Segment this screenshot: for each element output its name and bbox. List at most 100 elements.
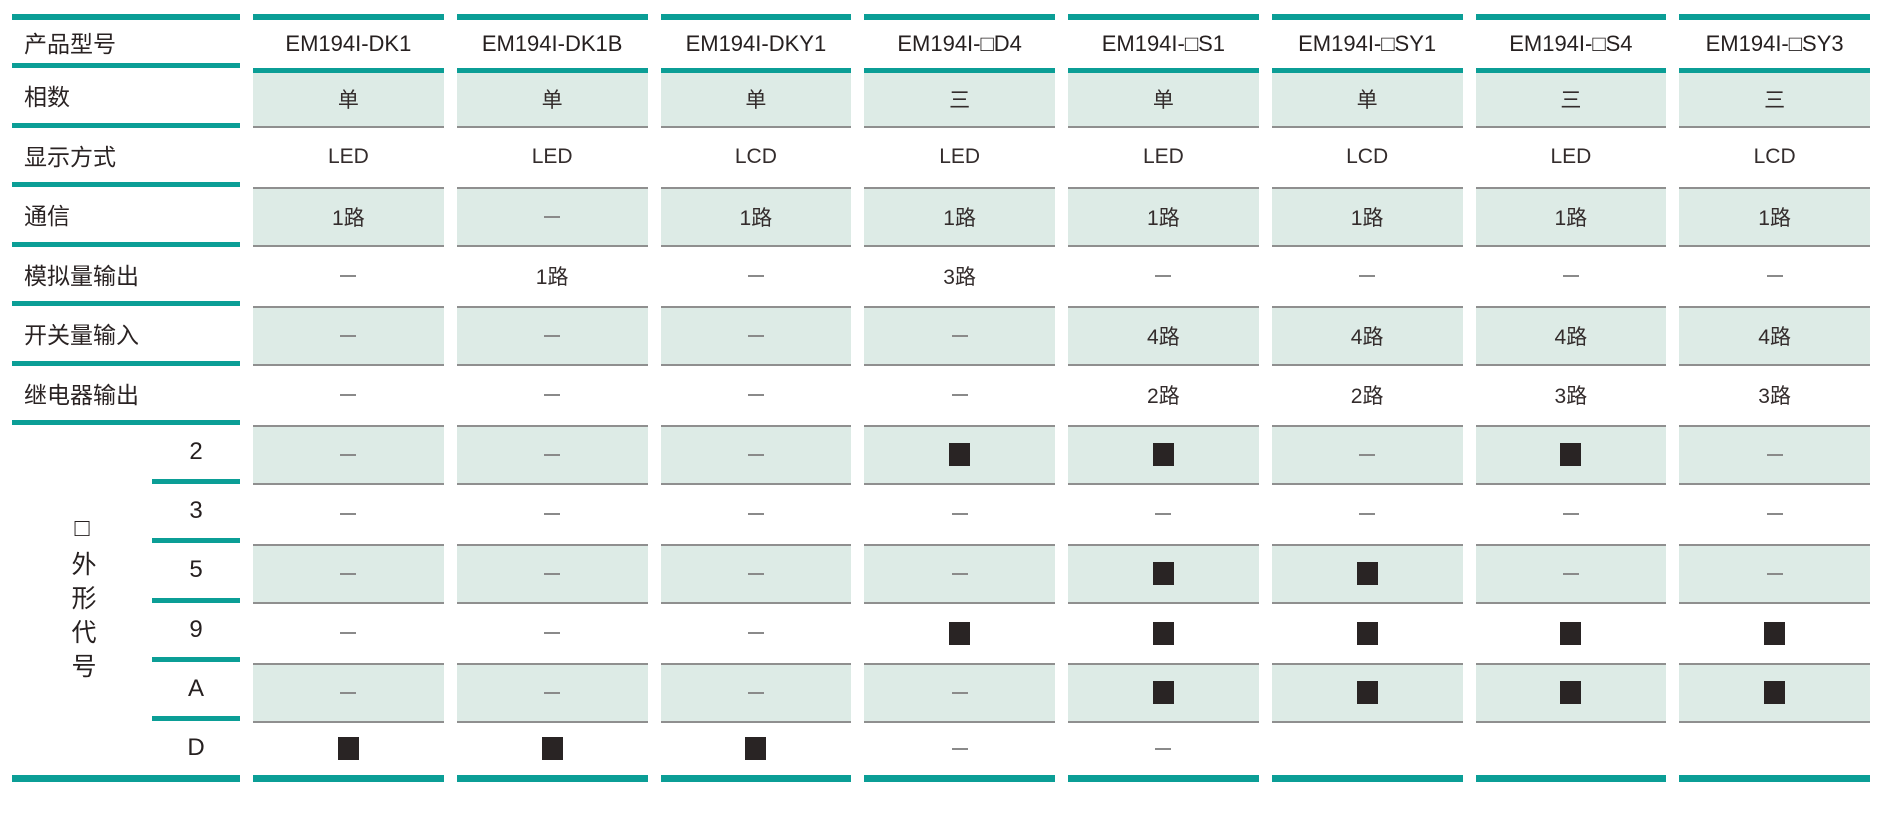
table-cell <box>253 544 444 604</box>
table-cell <box>1068 425 1259 485</box>
product-spec-table-wrapper: 产品型号 EM194I-DK1 EM194I-DK1B EM194I-DKY1 EM19… <box>12 14 1870 782</box>
table-cell <box>1271 425 1463 485</box>
dash-marker <box>1155 747 1172 750</box>
table-cell <box>1679 425 1870 485</box>
cell-value: 三 <box>949 89 971 113</box>
table-cell: 三 <box>1475 68 1667 128</box>
row-label: 显示方式 <box>12 127 240 187</box>
dash-marker <box>340 513 357 516</box>
dash-marker <box>951 572 968 575</box>
filled-square-marker <box>1152 562 1174 586</box>
column-header: EM194I-DK1 <box>253 14 444 68</box>
row-label: 相数 <box>12 68 240 128</box>
cell-value: LCD <box>1346 145 1389 169</box>
table-cell <box>1271 663 1463 723</box>
dash-marker <box>747 275 764 278</box>
table-cell <box>253 603 444 663</box>
table-cell <box>1475 246 1667 306</box>
dash-marker <box>951 334 968 337</box>
table-cell: 1路 <box>864 187 1055 247</box>
table-cell <box>1271 603 1463 663</box>
filled-square-marker <box>949 621 971 645</box>
table-cell <box>456 722 648 782</box>
cell-value: LCD <box>734 145 777 169</box>
dash-marker <box>1359 275 1376 278</box>
table-cell: LCD <box>1679 127 1870 187</box>
table-cell <box>456 425 648 485</box>
table-cell: LCD <box>660 127 852 187</box>
table-cell: 三 <box>864 68 1055 128</box>
cell-value: 单 <box>541 89 563 113</box>
row-label: 开关量输入 <box>12 306 240 366</box>
product-spec-table: 产品型号 EM194I-DK1 EM194I-DK1B EM194I-DKY1 EM19… <box>12 14 1870 782</box>
dash-marker <box>951 394 968 397</box>
cell-value: 1路 <box>1758 206 1791 230</box>
table-cell <box>660 425 852 485</box>
cell-value: 1路 <box>1147 206 1180 230</box>
table-cell <box>660 544 852 604</box>
cell-value: 1路 <box>739 206 773 230</box>
dash-marker <box>747 394 764 397</box>
table-cell <box>1271 722 1463 782</box>
table-cell <box>253 722 444 782</box>
dash-marker <box>544 513 561 516</box>
cell-value: 1路 <box>535 266 569 290</box>
column-header: EM194I-DKY1 <box>660 14 852 68</box>
cell-value: 4路 <box>1758 325 1791 349</box>
cell-value: 4路 <box>1147 325 1180 349</box>
dash-marker <box>544 691 561 694</box>
table-cell: 4路 <box>1475 306 1667 366</box>
cell-value: 单 <box>337 89 359 113</box>
table-cell <box>456 544 648 604</box>
shape-code-label-9: 9 <box>152 603 240 662</box>
table-cell <box>660 603 852 663</box>
shape-code-label-D: D <box>187 733 205 761</box>
dash-marker <box>1359 513 1376 516</box>
dash-marker <box>340 572 357 575</box>
dash-marker <box>544 453 561 456</box>
filled-square-marker <box>1560 443 1582 467</box>
table-cell: 2路 <box>1271 365 1463 425</box>
cell-value: LED <box>1550 145 1592 169</box>
table-cell <box>660 365 852 425</box>
row-label: 模拟量输出 <box>12 246 240 306</box>
dash-marker <box>747 632 764 635</box>
cell-value: 三 <box>1764 89 1786 113</box>
table-cell: 1路 <box>1271 187 1463 247</box>
table-cell <box>864 722 1055 782</box>
dash-marker <box>1766 572 1783 575</box>
column-header: EM194I-□S1 <box>1068 14 1259 68</box>
cell-value: 4路 <box>1350 325 1384 349</box>
shape-code-label-5: 5 <box>152 543 240 603</box>
table-cell: 单 <box>1271 68 1463 128</box>
dash-marker <box>747 334 764 337</box>
dash-marker <box>951 691 968 694</box>
filled-square-marker <box>1356 562 1378 586</box>
table-cell <box>456 484 648 544</box>
table-cell: LED <box>253 127 444 187</box>
table-cell: 1路 <box>1475 187 1667 247</box>
dash-marker <box>544 572 561 575</box>
table-cell: 1路 <box>456 246 648 306</box>
table-cell: 1路 <box>253 187 444 247</box>
dash-marker <box>1155 513 1172 516</box>
cell-value: 1路 <box>943 206 976 230</box>
cell-value: 4路 <box>1554 325 1588 349</box>
dash-marker <box>544 632 561 635</box>
filled-square-marker <box>1356 621 1378 645</box>
cell-value: 1路 <box>332 206 365 230</box>
dash-marker <box>951 747 968 750</box>
table-cell: 1路 <box>1679 187 1870 247</box>
table-cell <box>864 306 1055 366</box>
filled-square-marker <box>1152 621 1174 645</box>
filled-square-marker <box>1764 681 1786 705</box>
table-cell <box>1679 603 1870 663</box>
table-cell: LED <box>1068 127 1259 187</box>
table-cell: 单 <box>1068 68 1259 128</box>
table-cell <box>253 663 444 723</box>
filled-square-marker <box>949 443 971 467</box>
dash-marker <box>1359 453 1376 456</box>
filled-square-marker <box>1764 621 1786 645</box>
cell-value: 2路 <box>1350 385 1384 409</box>
table-cell <box>1271 484 1463 544</box>
